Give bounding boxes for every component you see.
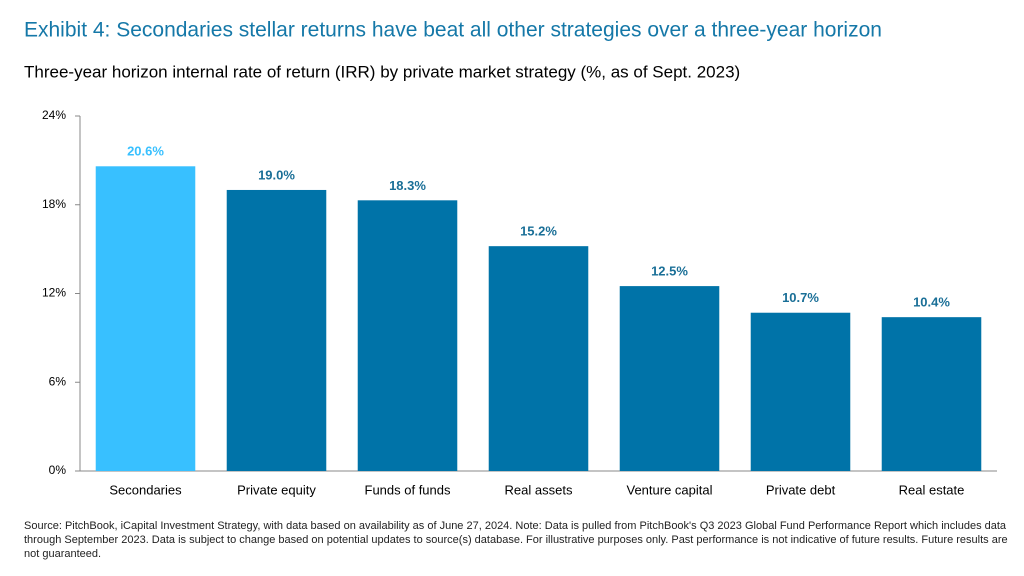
x-tick-label: Real assets: [505, 482, 573, 497]
chart-subtitle: Three-year horizon internal rate of retu…: [24, 62, 740, 81]
bar: [226, 189, 327, 472]
x-tick-label: Funds of funds: [365, 482, 451, 497]
y-tick-label: 6%: [49, 374, 67, 388]
value-label: 18.3%: [389, 178, 426, 193]
value-label: 10.4%: [913, 295, 950, 310]
bar: [619, 286, 720, 471]
bar: [881, 317, 982, 471]
y-tick-label: 24%: [42, 108, 66, 122]
value-label: 19.0%: [258, 167, 295, 182]
x-tick-label: Real estate: [899, 482, 965, 497]
bar: [357, 200, 458, 471]
chart-title: Exhibit 4: Secondaries stellar returns h…: [24, 19, 882, 42]
y-tick-label: 0%: [49, 463, 67, 477]
source-note: Source: PitchBook, iCapital Investment S…: [24, 520, 1008, 560]
value-label: 20.6%: [127, 144, 164, 159]
y-tick-label: 18%: [42, 197, 66, 211]
bar: [750, 312, 851, 471]
bar: [488, 246, 589, 471]
y-tick-label: 12%: [42, 286, 66, 300]
bar: [95, 166, 196, 471]
value-label: 15.2%: [520, 224, 557, 239]
x-tick-label: Venture capital: [626, 482, 712, 497]
x-tick-label: Secondaries: [109, 482, 182, 497]
x-tick-label: Private equity: [237, 482, 316, 497]
value-label: 12.5%: [651, 264, 688, 279]
value-label: 10.7%: [782, 290, 819, 305]
x-tick-label: Private debt: [766, 482, 836, 497]
